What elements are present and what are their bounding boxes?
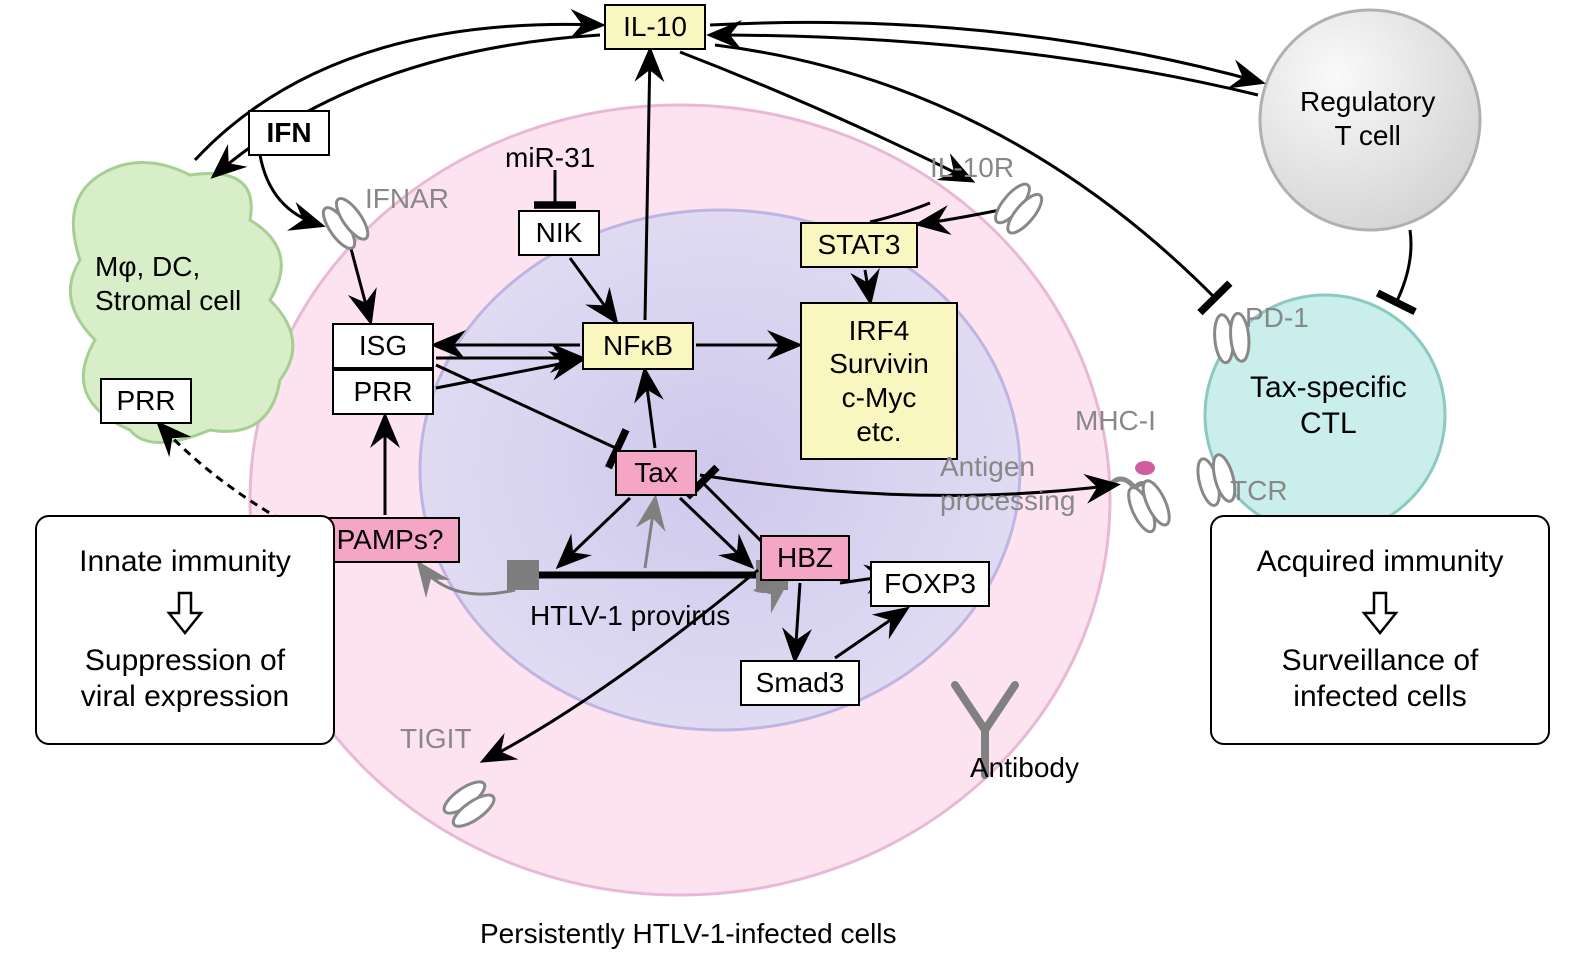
treg-to-ctl — [1395, 230, 1411, 305]
tax-to-provirus-left — [560, 498, 630, 565]
mir31-box: miR-31 — [495, 138, 605, 178]
innate-callout: Innate immunity Suppression of viral exp… — [35, 515, 335, 745]
inner-cell — [420, 210, 1020, 730]
il10-to-treg — [710, 22, 1260, 82]
down-arrow-icon — [165, 589, 205, 637]
treg-label: Regulatory T cell — [1300, 85, 1435, 152]
hbz-to-smad3 — [795, 583, 800, 658]
hbz-to-tigit — [485, 570, 758, 760]
tax-box: Tax — [615, 450, 697, 496]
provirus-label: HTLV-1 provirus — [530, 600, 730, 632]
tcr-label: TCR — [1230, 475, 1288, 507]
prr_inner-box: PRR — [332, 369, 434, 415]
bottom-label: Persistently HTLV-1-infected cells — [480, 918, 897, 950]
stat3-box: STAT3 — [800, 222, 918, 268]
mhc1-receptor — [1117, 472, 1183, 546]
acquired-sub: Surveillance of infected cells — [1222, 643, 1538, 715]
il10r-label: IL-10R — [930, 152, 1014, 184]
pd1-label: PD-1 — [1245, 302, 1309, 334]
antigen-label: Antigen processing — [940, 450, 1075, 517]
foxp3-box: FOXP3 — [870, 561, 990, 607]
il10-to-stat3 — [870, 203, 930, 222]
nik-to-nfkb — [570, 258, 615, 320]
il10-to-il10r — [680, 52, 970, 180]
isg-to-tax-inhibit — [436, 365, 620, 450]
treg-to-il10 — [712, 35, 1258, 95]
stat3-to-irf4 — [865, 270, 870, 300]
irf4-box: IRF4 Survivin c-Myc etc. — [800, 302, 958, 460]
tax-to-nfkb — [645, 372, 655, 448]
smad3-to-foxp3 — [835, 610, 905, 658]
il10-box: IL-10 — [604, 4, 706, 50]
il10r-receptor — [981, 173, 1054, 248]
provirus-to-hbz-gray — [755, 583, 785, 591]
down-arrow-icon — [1360, 589, 1400, 637]
mhc1-label: MHC-I — [1075, 405, 1156, 437]
prr-to-nfkb — [436, 360, 580, 388]
antibody-label: Antibody — [970, 752, 1079, 784]
provirus-to-tax — [645, 500, 655, 568]
acquired-title: Acquired immunity — [1222, 545, 1538, 579]
innate-sub: Suppression of viral expression — [47, 643, 323, 715]
acquired-callout: Acquired immunity Surveillance of infect… — [1210, 515, 1550, 745]
nfkb-to-il10 — [645, 52, 650, 320]
provirus-to-pamps-gray — [420, 565, 515, 594]
nfkb-box: NFκB — [582, 322, 694, 370]
provirus-bar — [507, 560, 788, 590]
innate-title: Innate immunity — [47, 545, 323, 579]
ifn-box: IFN — [248, 110, 330, 156]
pamps-box: PAMPs? — [320, 517, 460, 563]
prr_outer-box: PRR — [100, 378, 192, 424]
smad3-box: Smad3 — [740, 660, 860, 706]
hbz-box: HBZ — [760, 535, 850, 581]
nik-box: NIK — [518, 210, 600, 256]
tax-to-provirus-right — [680, 498, 750, 565]
tigit-receptor — [429, 770, 504, 841]
tigit-label: TIGIT — [400, 723, 472, 755]
diagram-canvas: IL-10IFNmiR-31NIKSTAT3ISGPRRPRRNFκBIRF4 … — [0, 0, 1595, 976]
stromal-label: Mφ, DC, Stromal cell — [95, 250, 241, 317]
ifn-arc — [260, 155, 320, 225]
ctl-label: Tax-specific CTL — [1250, 370, 1407, 442]
ifnar-label: IFNAR — [365, 183, 449, 215]
isg-box: ISG — [332, 323, 434, 369]
